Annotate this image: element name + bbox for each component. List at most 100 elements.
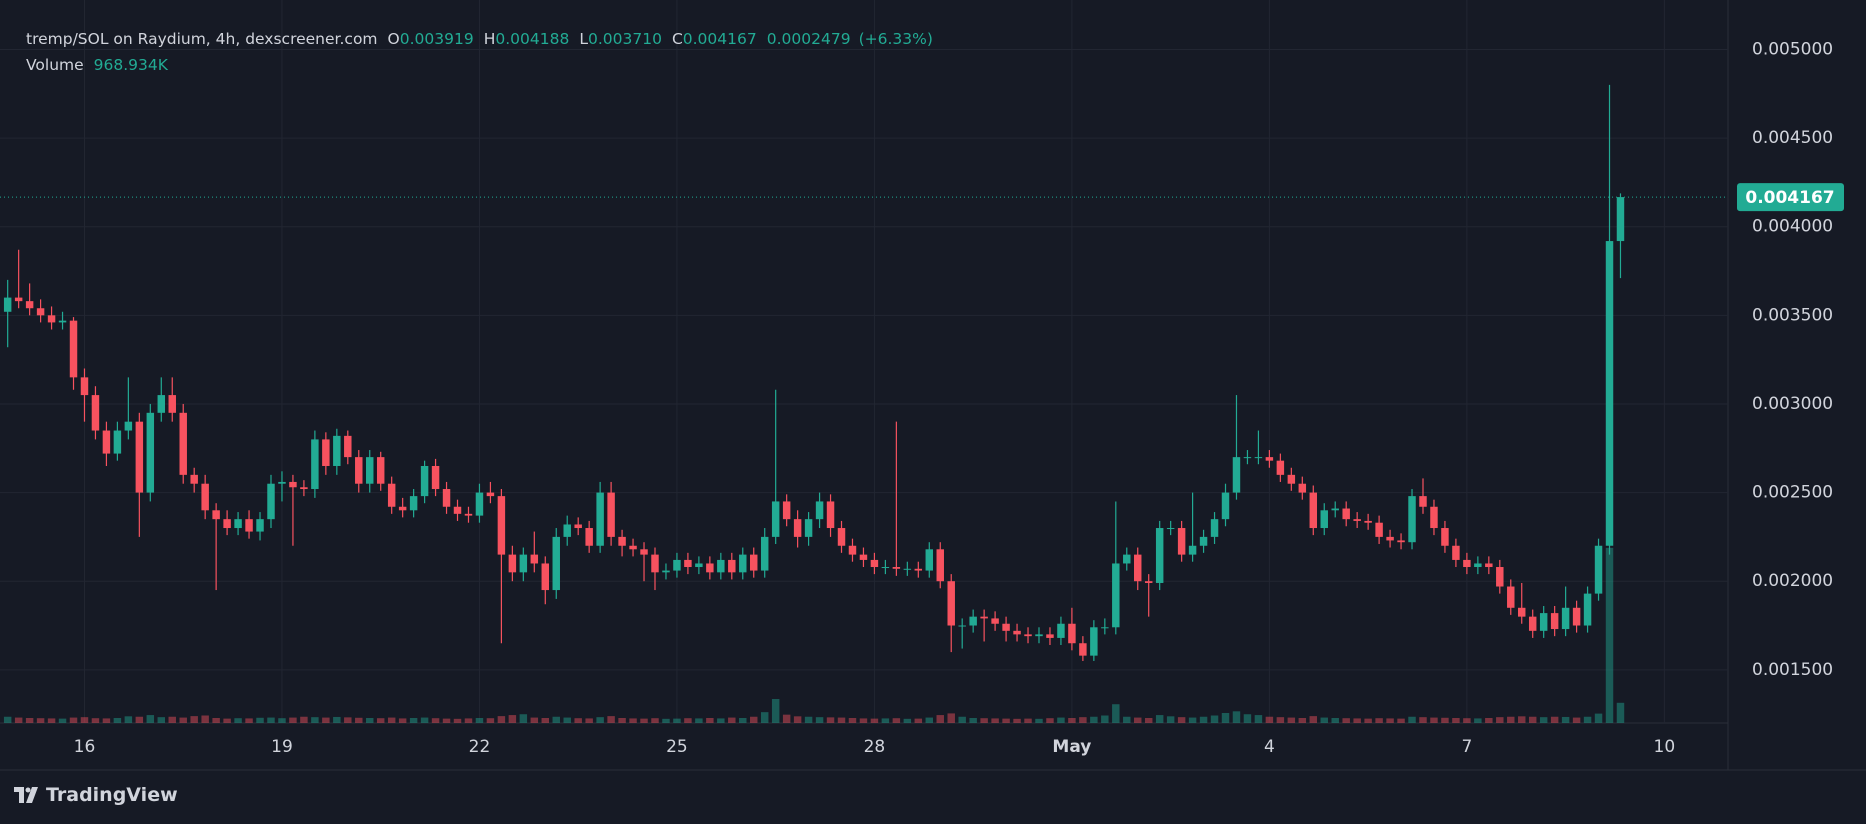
candle-body bbox=[859, 554, 868, 560]
volume-bar bbox=[1177, 717, 1186, 723]
candle-body bbox=[1594, 545, 1603, 594]
candle-body bbox=[881, 567, 890, 569]
candle-body bbox=[969, 616, 977, 626]
volume-bars bbox=[3, 547, 1625, 723]
candle-body bbox=[717, 559, 725, 573]
candle-body bbox=[464, 513, 473, 516]
volume-bar bbox=[1474, 718, 1482, 723]
volume-bar bbox=[1232, 711, 1241, 723]
candle-body bbox=[552, 536, 560, 591]
volume-bar bbox=[607, 716, 615, 723]
volume-bar bbox=[464, 718, 473, 723]
candle-body bbox=[1518, 607, 1526, 617]
volume-bar bbox=[1024, 718, 1032, 723]
volume-bar bbox=[826, 717, 835, 723]
x-tick-label: 16 bbox=[74, 737, 96, 757]
volume-bar bbox=[1068, 717, 1076, 723]
candle-body bbox=[585, 528, 593, 546]
volume-bar bbox=[102, 718, 111, 723]
candle-body bbox=[1375, 522, 1383, 537]
candle-body bbox=[1221, 492, 1230, 520]
volume-bar bbox=[168, 716, 176, 723]
candle-body bbox=[1046, 634, 1054, 638]
volume-value: 968.934K bbox=[93, 56, 168, 74]
volume-bar bbox=[870, 718, 879, 723]
legend-change-pct: (+6.33%) bbox=[858, 30, 933, 48]
candle-body bbox=[563, 524, 571, 537]
candle-body bbox=[1550, 613, 1559, 630]
volume-bar bbox=[1605, 547, 1614, 723]
legend-row: tremp/SOL on Raydium, 4h, dexscreener.co… bbox=[26, 26, 933, 52]
volume-bar bbox=[1507, 716, 1515, 723]
volume-bar bbox=[146, 715, 155, 723]
candle-body bbox=[629, 545, 637, 550]
volume-bar bbox=[1331, 717, 1339, 723]
candle-body bbox=[497, 496, 506, 555]
x-tick-label: 25 bbox=[666, 737, 688, 757]
candle-body bbox=[1583, 593, 1592, 626]
candle-body bbox=[1002, 623, 1010, 631]
candle-body bbox=[234, 519, 242, 529]
volume-bar bbox=[1123, 716, 1131, 723]
candle-body bbox=[903, 568, 912, 570]
last-price-box bbox=[1737, 183, 1844, 212]
volume-bar bbox=[728, 717, 736, 723]
y-tick-label: 0.002000 bbox=[1752, 571, 1833, 591]
volume-bar bbox=[1550, 716, 1559, 723]
candle-body bbox=[1166, 528, 1175, 530]
x-tick-label: 22 bbox=[469, 737, 491, 757]
volume-bar bbox=[1616, 702, 1625, 723]
volume-bar bbox=[256, 717, 264, 723]
volume-bar bbox=[366, 717, 374, 723]
candle-body bbox=[1057, 623, 1065, 638]
volume-bar bbox=[1430, 717, 1438, 723]
candle-body bbox=[651, 554, 659, 573]
legend-value: 0.004167 bbox=[682, 30, 757, 48]
candle-body bbox=[1199, 536, 1208, 546]
volume-bar bbox=[1386, 718, 1394, 723]
volume-bar bbox=[662, 718, 670, 723]
y-tick-label: 0.005000 bbox=[1752, 39, 1833, 59]
volume-bar bbox=[903, 718, 912, 723]
candle-body bbox=[1430, 506, 1438, 529]
candle-body bbox=[124, 421, 133, 431]
volume-bar bbox=[1397, 718, 1405, 723]
y-tick-label: 0.003500 bbox=[1752, 305, 1833, 325]
volume-bar bbox=[1528, 716, 1537, 723]
candle-body bbox=[914, 568, 923, 571]
volume-bar bbox=[1276, 717, 1285, 723]
candle-body bbox=[574, 524, 582, 529]
candle-body bbox=[190, 474, 198, 484]
volume-bar bbox=[376, 718, 385, 723]
volume-bar bbox=[179, 717, 187, 723]
volume-bar bbox=[651, 718, 659, 723]
candle-body bbox=[815, 501, 824, 520]
candle-body bbox=[47, 315, 56, 323]
legend-value: 0.004188 bbox=[495, 30, 570, 48]
volume-bar bbox=[947, 713, 955, 723]
candle-body bbox=[1287, 474, 1296, 484]
volume-bar bbox=[1408, 716, 1416, 723]
volume-bar bbox=[497, 716, 506, 723]
volume-bar bbox=[760, 712, 769, 723]
volume-bar bbox=[58, 718, 67, 723]
candle-body bbox=[1068, 623, 1076, 644]
candle-body bbox=[870, 559, 879, 568]
watermark: TradingView bbox=[46, 784, 178, 806]
candle-body bbox=[431, 465, 440, 490]
volume-bar bbox=[1134, 717, 1142, 723]
legend-row: Volume 968.934K bbox=[26, 52, 933, 78]
volume-bar bbox=[1046, 718, 1054, 723]
candle-body bbox=[837, 528, 846, 546]
candle-body bbox=[936, 549, 944, 582]
volume-bar bbox=[541, 717, 550, 723]
candle-body bbox=[508, 554, 517, 573]
candle-body bbox=[541, 563, 550, 591]
volume-bar bbox=[333, 716, 341, 723]
candle-body bbox=[706, 563, 714, 573]
volume-name: Volume bbox=[26, 56, 84, 74]
volume-bar bbox=[1572, 717, 1581, 723]
candle-body bbox=[398, 506, 407, 511]
volume-bar bbox=[135, 716, 144, 723]
candle-body bbox=[146, 412, 155, 493]
